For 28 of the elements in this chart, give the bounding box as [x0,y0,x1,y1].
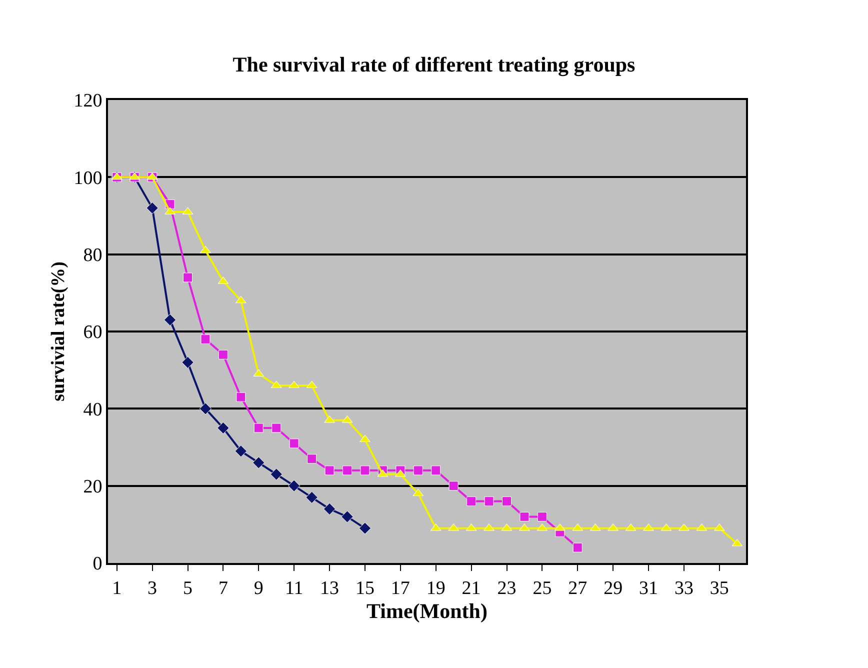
y-axis-title: survivial rate(%) [48,262,70,402]
y-tick-label: 60 [83,322,102,344]
x-tick-label: 19 [426,578,446,599]
x-tick-label: 17 [390,578,410,599]
x-tick-label: 35 [710,578,729,599]
x-tick-label: 21 [462,578,481,599]
x-tick-label: 23 [497,578,516,599]
x-tick-label: 29 [604,578,623,599]
x-tick-label: 1 [112,578,122,599]
chart-title: The survival rate of different treating groups [232,52,636,76]
x-axis-title: Time(Month) [366,598,488,623]
x-tick-label: 5 [183,578,192,599]
x-tick-label: 3 [148,578,158,599]
y-tick-label: 40 [83,399,102,420]
x-tick-label: 33 [674,578,694,599]
x-tick-label: 9 [254,578,264,599]
x-tick-label: 15 [355,578,374,599]
x-tick-label: 27 [568,578,588,599]
y-tick-label: 100 [74,168,102,189]
y-tick-label: 80 [83,244,102,266]
x-tick-label: 13 [320,578,340,599]
y-tick-label: 20 [83,476,102,498]
x-tick-label: 25 [532,578,552,599]
x-tick-label: 7 [218,578,228,599]
y-tick-label: 0 [92,554,102,575]
x-tick-label: 31 [639,578,658,599]
y-tick-label: 120 [74,90,102,112]
x-tick-label: 11 [284,578,304,599]
